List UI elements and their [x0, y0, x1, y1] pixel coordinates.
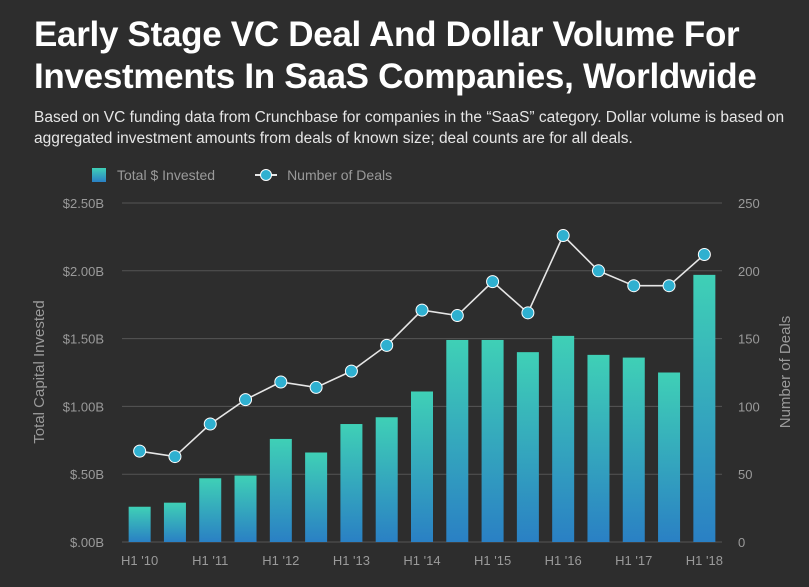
- y-tick-label-left: $.50B: [70, 467, 104, 482]
- bar: [658, 372, 681, 542]
- deal-point: [521, 306, 535, 320]
- legend-label-number-of-deals: Number of Deals: [287, 167, 393, 183]
- deal-point: [697, 248, 711, 262]
- deal-point: [662, 279, 676, 293]
- legend-item-total-invested: Total $ Invested: [92, 167, 215, 183]
- bar-swatch-icon: [92, 168, 106, 182]
- y-tick-label-right: 50: [738, 467, 752, 482]
- y-tick-label-right: 250: [738, 196, 760, 211]
- y-tick-label-left: $1.00B: [63, 399, 104, 414]
- x-tick-label: H1 '11: [192, 553, 228, 568]
- deal-point: [415, 303, 429, 317]
- deal-point: [450, 309, 464, 323]
- y-tick-label-left: $2.50B: [63, 196, 104, 211]
- x-tick-label: H1 '10: [121, 553, 158, 568]
- deal-point: [556, 229, 570, 243]
- bar: [305, 452, 328, 542]
- y-tick-label-right: 100: [738, 399, 760, 414]
- line-marker-swatch-icon: [255, 168, 278, 182]
- deal-point: [274, 375, 288, 389]
- y-tick-label-left: $2.00B: [63, 264, 104, 279]
- bar: [234, 475, 257, 542]
- y-axis-title-left: Total Capital Invested: [31, 300, 48, 443]
- deal-point: [168, 450, 182, 464]
- bar: [163, 502, 186, 542]
- x-tick-label: H1 '18: [686, 553, 723, 568]
- deal-point: [486, 275, 500, 289]
- bar: [128, 506, 151, 542]
- x-tick-label: H1 '14: [403, 553, 440, 568]
- deal-point: [133, 444, 147, 458]
- deal-point: [591, 264, 605, 278]
- y-axis-title-right: Number of Deals: [777, 316, 794, 429]
- x-tick-label: H1 '12: [262, 553, 299, 568]
- bar: [375, 417, 398, 542]
- y-tick-label-left: $.00B: [70, 535, 104, 550]
- deal-point: [380, 338, 394, 352]
- bar: [693, 274, 716, 542]
- bar: [340, 424, 363, 542]
- x-tick-label: H1 '17: [615, 553, 652, 568]
- deal-point: [309, 380, 323, 394]
- legend-label-total-invested: Total $ Invested: [117, 167, 216, 183]
- bar: [587, 354, 610, 542]
- bar: [269, 438, 292, 542]
- bar: [481, 339, 504, 542]
- legend-item-number-of-deals: Number of Deals: [255, 167, 392, 183]
- y-tick-label-left: $1.50B: [63, 332, 104, 347]
- deal-point: [239, 393, 253, 407]
- y-tick-label-right: 200: [738, 264, 760, 279]
- x-tick-label: H1 '13: [333, 553, 370, 568]
- y-tick-label-right: 0: [738, 535, 745, 550]
- x-tick-label: H1 '16: [545, 553, 582, 568]
- bar: [516, 352, 539, 542]
- deal-point: [344, 364, 358, 378]
- bar: [552, 335, 575, 542]
- chart-subtitle: Based on VC funding data from Crunchbase…: [34, 109, 785, 147]
- y-tick-label-right: 150: [738, 332, 760, 347]
- x-tick-label: H1 '15: [474, 553, 511, 568]
- bar: [622, 357, 645, 542]
- bar: [199, 478, 222, 542]
- deal-point: [627, 279, 641, 293]
- bar: [411, 391, 433, 542]
- deal-point: [203, 417, 217, 431]
- bar: [446, 339, 469, 542]
- chart-title: Early Stage VC Deal And Dollar Volume Fo…: [34, 15, 757, 96]
- chart-legend: Total $ Invested Number of Deals: [92, 165, 432, 185]
